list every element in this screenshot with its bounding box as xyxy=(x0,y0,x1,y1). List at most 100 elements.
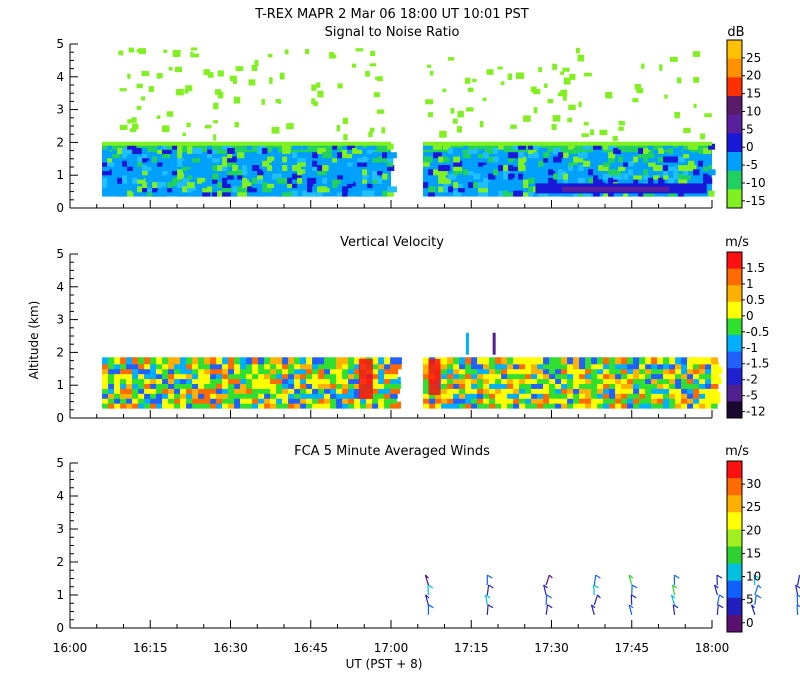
velocity-cell xyxy=(234,367,246,375)
velocity-cell xyxy=(240,386,248,394)
snr-cell xyxy=(332,152,340,159)
velocity-cell xyxy=(435,401,446,409)
velocity-cell xyxy=(186,367,195,375)
velocity-cell xyxy=(132,386,141,394)
velocity-cell xyxy=(198,386,207,394)
snr-cell xyxy=(212,156,221,163)
snr-cell xyxy=(458,186,465,193)
velocity-cell xyxy=(336,391,346,399)
velocity-cell xyxy=(699,396,707,404)
snr-cell xyxy=(488,190,496,197)
velocity-cell xyxy=(423,396,430,404)
velocity-cell xyxy=(372,372,383,380)
y-tick-label: 1 xyxy=(56,378,64,392)
snr-cell xyxy=(478,182,484,189)
velocity-cell xyxy=(120,362,128,370)
velocity-cell xyxy=(108,386,115,394)
snr-cell xyxy=(297,152,303,159)
velocity-cell xyxy=(144,362,154,370)
velocity-cell xyxy=(459,386,467,394)
snr-cell xyxy=(553,147,561,154)
velocity-cell xyxy=(573,401,582,409)
x-axis-label: UT (PST + 8) xyxy=(346,657,423,671)
velocity-cell xyxy=(603,396,613,404)
colorbar-label: 25 xyxy=(746,500,761,514)
velocity-cell xyxy=(156,362,165,370)
snr-speck xyxy=(369,63,377,67)
velocity-cell xyxy=(585,367,594,375)
snr-speck xyxy=(316,82,321,88)
velocity-cell xyxy=(174,357,185,365)
snr-speck xyxy=(172,49,181,57)
velocity-spike xyxy=(465,332,469,355)
velocity-cell xyxy=(168,377,180,384)
velocity-cell xyxy=(282,381,295,389)
snr-cell xyxy=(708,143,716,150)
snr-cell xyxy=(217,165,226,172)
snr-cell xyxy=(362,190,371,197)
snr-cell xyxy=(423,143,433,150)
snr-cell xyxy=(247,165,254,172)
wind-barb-flag xyxy=(628,574,634,579)
snr-cell xyxy=(352,152,362,159)
snr-cell xyxy=(202,165,211,172)
velocity-cell xyxy=(222,381,234,389)
velocity-cell xyxy=(282,377,293,384)
snr-speck xyxy=(692,51,701,57)
velocity-cell xyxy=(447,381,457,389)
velocity-cell xyxy=(234,381,246,389)
snr-cell xyxy=(122,173,128,180)
velocity-cell xyxy=(597,396,606,404)
snr-cell xyxy=(568,156,578,163)
snr-cell xyxy=(127,156,135,163)
velocity-cell xyxy=(378,396,386,404)
velocity-cell xyxy=(483,386,493,394)
velocity-cell xyxy=(663,381,675,389)
velocity-cell xyxy=(711,381,719,389)
velocity-cell xyxy=(597,357,608,365)
velocity-cell xyxy=(264,401,275,409)
velocity-cell xyxy=(258,391,265,399)
snr-cell xyxy=(322,165,329,172)
velocity-cell xyxy=(447,391,457,399)
velocity-cell xyxy=(192,362,203,370)
velocity-cell xyxy=(579,386,587,394)
snr-cell xyxy=(708,169,716,176)
velocity-cell xyxy=(579,391,587,399)
velocity-cell xyxy=(621,362,633,370)
velocity-cell xyxy=(633,396,641,404)
velocity-cell xyxy=(435,377,447,384)
velocity-cell xyxy=(174,377,182,384)
snr-cell xyxy=(428,190,435,197)
velocity-cell xyxy=(561,367,573,375)
velocity-cell xyxy=(372,377,381,384)
velocity-cell xyxy=(180,357,188,365)
velocity-cell xyxy=(234,386,242,394)
velocity-cell xyxy=(186,377,198,384)
snr-cell xyxy=(352,147,362,154)
snr-cell xyxy=(162,165,169,172)
snr-cell xyxy=(668,190,677,197)
snr-speck xyxy=(254,59,259,67)
velocity-cell xyxy=(501,401,512,409)
snr-cell xyxy=(598,165,606,172)
velocity-cell xyxy=(168,396,178,404)
snr-cell xyxy=(633,156,639,163)
wind-barb xyxy=(424,594,430,606)
snr-cell xyxy=(563,177,573,184)
snr-cell xyxy=(518,152,524,159)
snr-cell xyxy=(658,147,664,154)
snr-cell xyxy=(127,173,133,180)
snr-cell xyxy=(112,143,120,150)
velocity-cell xyxy=(639,396,652,404)
velocity-cell xyxy=(240,401,252,409)
velocity-cell xyxy=(705,377,717,384)
snr-cell xyxy=(137,186,146,193)
snr-cell xyxy=(548,169,556,176)
velocity-cell xyxy=(537,362,546,370)
velocity-cell xyxy=(579,377,591,384)
velocity-cell xyxy=(126,372,134,380)
velocity-cell xyxy=(675,386,685,394)
snr-cell xyxy=(673,147,682,154)
snr-cell xyxy=(668,156,679,163)
